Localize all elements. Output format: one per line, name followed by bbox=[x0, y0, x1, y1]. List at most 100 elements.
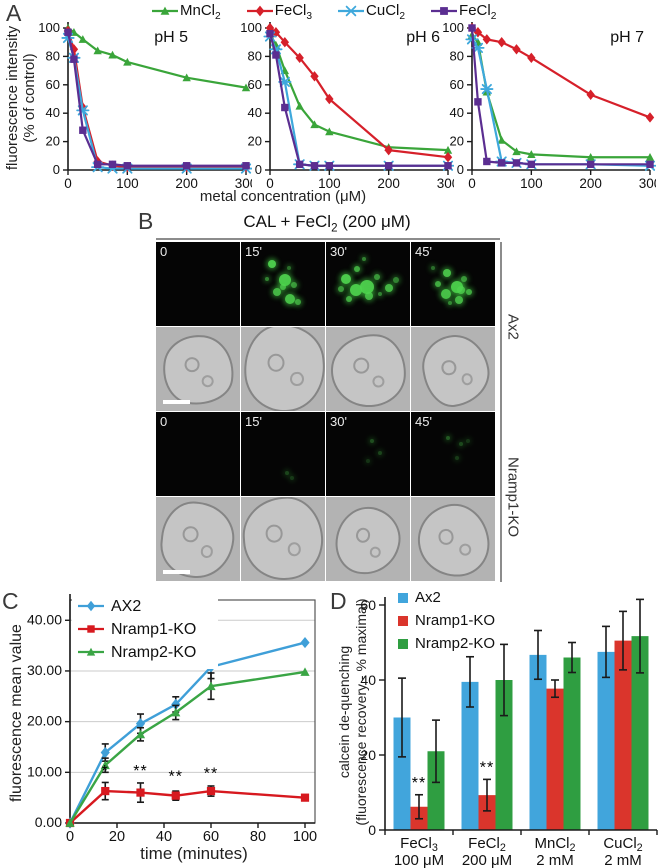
svg-text:Nramp1-KO: Nramp1-KO bbox=[111, 621, 196, 638]
svg-text:100: 100 bbox=[293, 829, 317, 845]
svg-text:40: 40 bbox=[46, 105, 60, 120]
svg-text:2 mM: 2 mM bbox=[604, 852, 642, 868]
svg-text:100: 100 bbox=[116, 176, 139, 191]
legend-label: CuCl2 bbox=[366, 2, 406, 22]
legend-label: MnCl2 bbox=[180, 2, 221, 22]
fluorescence-puncta bbox=[442, 268, 451, 277]
title-sub: 2 bbox=[331, 222, 338, 235]
svg-text:MnCl2: MnCl2 bbox=[534, 835, 575, 854]
brightfield-frame-nramp1-ko-30 bbox=[326, 497, 410, 581]
fluorescence-puncta bbox=[435, 280, 442, 287]
fluorescence-puncta bbox=[378, 292, 383, 297]
svg-text:**: ** bbox=[133, 763, 147, 780]
fluorescence-frame-ax2-30: 30' bbox=[326, 242, 410, 326]
svg-text:20.00: 20.00 bbox=[27, 713, 62, 729]
fluorescence-puncta bbox=[378, 450, 383, 455]
brightfield-frame-nramp1-ko-15 bbox=[241, 497, 325, 581]
svg-text:Ax2: Ax2 bbox=[415, 589, 441, 606]
svg-text:60: 60 bbox=[360, 597, 376, 613]
row-group-label-ax2: Ax2 bbox=[504, 314, 522, 340]
panel-a-y-axis-label: fluorescence intensity (% of control) bbox=[4, 6, 38, 190]
svg-text:0: 0 bbox=[53, 162, 60, 177]
frame-time-label: 45' bbox=[415, 244, 432, 259]
triangle-marker-icon bbox=[152, 6, 178, 15]
panel-a-legend: MnCl2 FeCl3 CuCl2 FeCl2 bbox=[152, 2, 496, 22]
title-base: CAL + FeCl bbox=[243, 212, 332, 231]
svg-text:0: 0 bbox=[266, 176, 274, 191]
svg-text:**: ** bbox=[169, 768, 183, 785]
svg-text:0.00: 0.00 bbox=[35, 814, 62, 830]
svg-text:40: 40 bbox=[248, 105, 262, 120]
svg-text:0: 0 bbox=[255, 162, 262, 177]
fluorescence-puncta bbox=[431, 265, 436, 270]
fluorescence-puncta bbox=[441, 289, 452, 300]
svg-text:200: 200 bbox=[377, 176, 400, 191]
svg-text:200: 200 bbox=[579, 176, 602, 191]
fluorescence-puncta bbox=[447, 300, 452, 305]
panel-c-label: C bbox=[2, 588, 19, 614]
panel-a-label: A bbox=[6, 0, 22, 26]
svg-text:FeCl3: FeCl3 bbox=[400, 835, 438, 854]
svg-text:0: 0 bbox=[368, 822, 376, 838]
panel-b-separator-line bbox=[156, 238, 500, 240]
cell-body bbox=[157, 498, 238, 581]
fluorescence-puncta bbox=[454, 295, 463, 304]
svg-text:300: 300 bbox=[437, 176, 454, 191]
svg-text:Nramp2-KO: Nramp2-KO bbox=[111, 644, 196, 661]
fluorescence-puncta bbox=[466, 438, 471, 443]
legend-label: FeCl3 bbox=[274, 2, 313, 22]
panel-b-label: B bbox=[138, 208, 154, 234]
svg-text:**: ** bbox=[204, 765, 218, 782]
xline-marker-icon bbox=[338, 5, 365, 16]
panel-b-title: CAL + FeCl2 (200 μM) bbox=[156, 212, 498, 235]
brightfield-frame-ax2-30 bbox=[326, 327, 410, 411]
fluorescence-puncta bbox=[369, 438, 374, 443]
fluorescence-frame-nramp1-ko-30: 30' bbox=[326, 412, 410, 496]
fluorescence-puncta bbox=[284, 294, 295, 305]
svg-text:100: 100 bbox=[38, 20, 60, 35]
chart-ph5: 0 20 40 60 80 100 0 100 200 300 pH 5 bbox=[38, 20, 252, 191]
legend-item-mncl2: MnCl2 bbox=[152, 2, 221, 22]
fluorescence-puncta bbox=[346, 295, 353, 302]
fluorescence-puncta bbox=[353, 265, 360, 272]
frame-time-label: 45' bbox=[415, 414, 432, 429]
svg-text:80: 80 bbox=[250, 829, 266, 845]
fluorescence-frame-nramp1-ko-45: 45' bbox=[411, 412, 495, 496]
svg-text:100: 100 bbox=[442, 20, 464, 35]
frame-time-label: 0 bbox=[160, 244, 168, 259]
panel-b-right-rule bbox=[500, 242, 502, 582]
fluorescence-puncta bbox=[458, 442, 463, 447]
fluorescence-puncta bbox=[294, 299, 301, 306]
frame-time-label: 15' bbox=[245, 244, 262, 259]
svg-text:**: ** bbox=[412, 775, 426, 792]
svg-text:80: 80 bbox=[248, 48, 262, 63]
svg-text:200 μM: 200 μM bbox=[462, 852, 512, 868]
panel-d-label: D bbox=[330, 588, 347, 614]
fluorescence-puncta bbox=[280, 284, 287, 290]
frame-time-label: 30' bbox=[330, 244, 347, 259]
svg-text:300: 300 bbox=[235, 176, 252, 191]
frame-time-label: 30' bbox=[330, 414, 347, 429]
frame-time-label: 15' bbox=[245, 414, 262, 429]
frame-time-label: 0 bbox=[160, 414, 168, 429]
svg-text:20: 20 bbox=[109, 829, 125, 845]
fluorescence-frame-ax2-45: 45' bbox=[411, 242, 495, 326]
diamond-marker-icon bbox=[246, 5, 273, 16]
cell-body bbox=[413, 499, 494, 581]
svg-text:Nramp1-KO: Nramp1-KO bbox=[415, 612, 495, 629]
fluorescence-puncta bbox=[393, 277, 400, 284]
cell-body bbox=[417, 330, 495, 411]
svg-text:30.00: 30.00 bbox=[27, 662, 62, 678]
fluorescence-puncta bbox=[284, 470, 289, 475]
svg-text:0: 0 bbox=[66, 829, 74, 845]
brightfield-frame-ax2-45 bbox=[411, 327, 495, 411]
scale-bar bbox=[163, 400, 190, 404]
svg-text:AX2: AX2 bbox=[111, 598, 141, 615]
fluorescence-puncta bbox=[337, 285, 344, 292]
row-group-label-nramp1-ko: Nramp1-KO bbox=[504, 456, 522, 538]
svg-text:20: 20 bbox=[450, 134, 464, 149]
svg-text:40: 40 bbox=[360, 672, 376, 688]
cell-body bbox=[241, 327, 325, 411]
